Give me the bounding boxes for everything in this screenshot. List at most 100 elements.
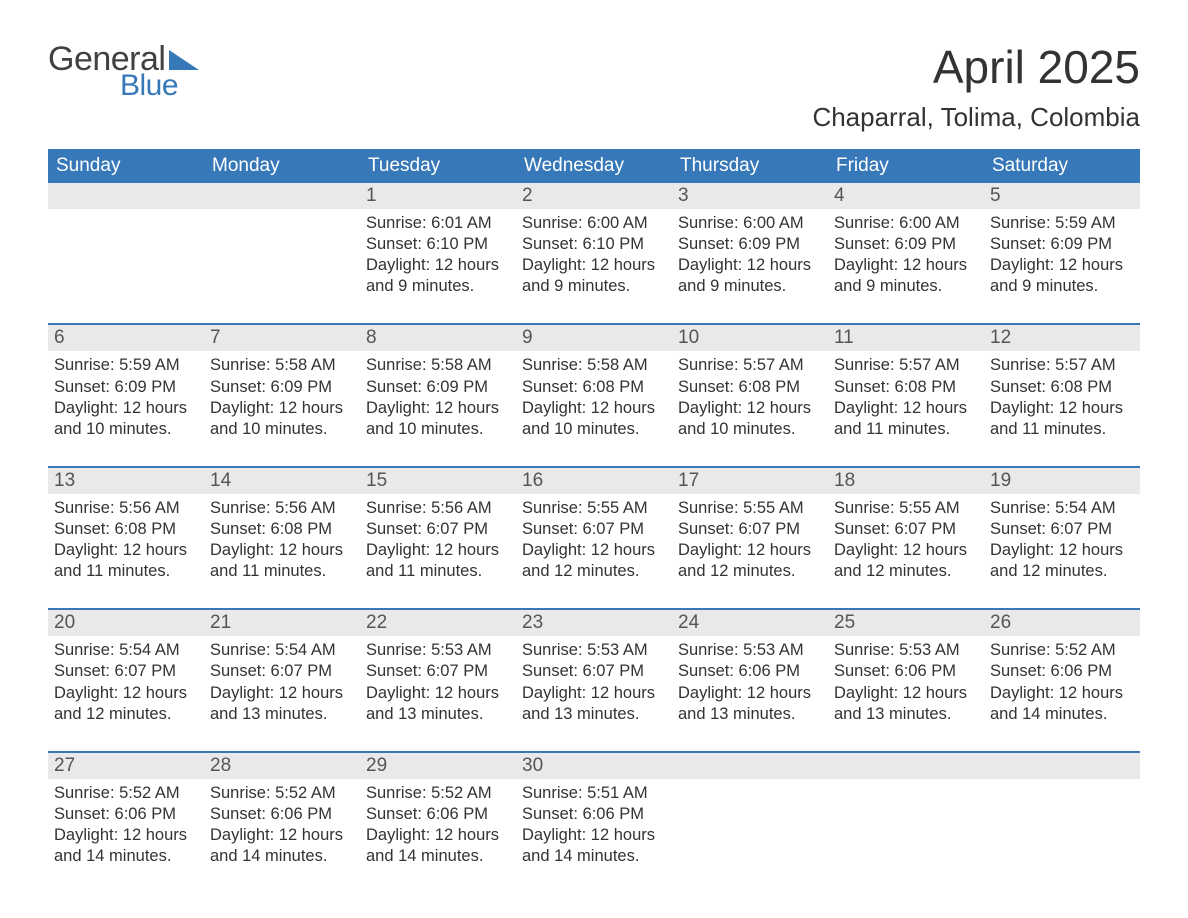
daylight-text: Daylight: 12 hours and 13 minutes. — [678, 683, 822, 725]
daylight-text: Daylight: 12 hours and 12 minutes. — [678, 540, 822, 582]
weekday-label: Thursday — [672, 149, 828, 183]
day-cell: Sunrise: 5:58 AMSunset: 6:08 PMDaylight:… — [516, 351, 672, 443]
sunset-text: Sunset: 6:07 PM — [210, 661, 354, 682]
day-cell: Sunrise: 5:55 AMSunset: 6:07 PMDaylight:… — [672, 494, 828, 586]
day-number: 17 — [672, 468, 828, 494]
day-cell: Sunrise: 5:53 AMSunset: 6:06 PMDaylight:… — [672, 636, 828, 728]
day-number: 11 — [828, 325, 984, 351]
sunrise-text: Sunrise: 5:57 AM — [990, 355, 1134, 376]
day-cell: Sunrise: 5:54 AMSunset: 6:07 PMDaylight:… — [204, 636, 360, 728]
weekday-label: Friday — [828, 149, 984, 183]
day-cell: Sunrise: 5:56 AMSunset: 6:08 PMDaylight:… — [204, 494, 360, 586]
sunrise-text: Sunrise: 6:00 AM — [678, 213, 822, 234]
daylight-text: Daylight: 12 hours and 11 minutes. — [54, 540, 198, 582]
sunrise-text: Sunrise: 5:53 AM — [678, 640, 822, 661]
sunrise-text: Sunrise: 5:57 AM — [834, 355, 978, 376]
day-cell: Sunrise: 5:58 AMSunset: 6:09 PMDaylight:… — [360, 351, 516, 443]
day-cell: Sunrise: 5:57 AMSunset: 6:08 PMDaylight:… — [672, 351, 828, 443]
daylight-text: Daylight: 12 hours and 14 minutes. — [54, 825, 198, 867]
day-number: 16 — [516, 468, 672, 494]
daylight-text: Daylight: 12 hours and 12 minutes. — [990, 540, 1134, 582]
daylight-text: Daylight: 12 hours and 11 minutes. — [366, 540, 510, 582]
sunrise-text: Sunrise: 6:01 AM — [366, 213, 510, 234]
sunset-text: Sunset: 6:09 PM — [834, 234, 978, 255]
daylight-text: Daylight: 12 hours and 14 minutes. — [990, 683, 1134, 725]
day-cell: Sunrise: 5:58 AMSunset: 6:09 PMDaylight:… — [204, 351, 360, 443]
day-number: 25 — [828, 610, 984, 636]
daylight-text: Daylight: 12 hours and 11 minutes. — [834, 398, 978, 440]
day-cell: Sunrise: 5:54 AMSunset: 6:07 PMDaylight:… — [48, 636, 204, 728]
sunrise-text: Sunrise: 5:56 AM — [54, 498, 198, 519]
daylight-text: Daylight: 12 hours and 13 minutes. — [210, 683, 354, 725]
daylight-text: Daylight: 12 hours and 13 minutes. — [834, 683, 978, 725]
day-cell: Sunrise: 5:54 AMSunset: 6:07 PMDaylight:… — [984, 494, 1140, 586]
sunrise-text: Sunrise: 5:58 AM — [210, 355, 354, 376]
daylight-text: Daylight: 12 hours and 14 minutes. — [522, 825, 666, 867]
sunrise-text: Sunrise: 5:57 AM — [678, 355, 822, 376]
weeks-container: 12345 Sunrise: 6:01 AMSunset: 6:10 PM Dayl… — [48, 183, 1140, 871]
weekday-label: Monday — [204, 149, 360, 183]
sunrise-text: Sunrise: 5:59 AM — [990, 213, 1134, 234]
logo-word-blue: Blue — [120, 69, 178, 103]
sunset-text: Sunset: 6:08 PM — [990, 377, 1134, 398]
day-number: 20 — [48, 610, 204, 636]
sunset-text: Sunset: 6:10 PM — [366, 234, 510, 255]
calendar: Sunday Monday Tuesday Wednesday Thursday… — [48, 149, 1140, 871]
day-cell: Sunrise: 5:52 AMSunset: 6:06 PMDaylight:… — [984, 636, 1140, 728]
sunset-text: Sunset: 6:09 PM — [990, 234, 1134, 255]
sunset-text: Sunset: 6:09 PM — [366, 377, 510, 398]
day-cell: Sunrise: 5:57 AMSunset: 6:08 PMDaylight:… — [984, 351, 1140, 443]
month-title: April 2025 — [812, 40, 1140, 94]
day-cell: Sunrise: 5:51 AMSunset: 6:06 PMDaylight:… — [516, 779, 672, 871]
sunset-text: Sunset: 6:06 PM — [678, 661, 822, 682]
sunset-text: Sunset: 6:07 PM — [522, 519, 666, 540]
sunset-text: Sunset: 6:08 PM — [54, 519, 198, 540]
sunrise-text: Sunrise: 5:53 AM — [366, 640, 510, 661]
day-number: 1 — [360, 183, 516, 209]
sunset-text: Sunset: 6:06 PM — [522, 804, 666, 825]
sunset-text: Sunset: 6:06 PM — [366, 804, 510, 825]
sunrise-text: Sunrise: 5:53 AM — [834, 640, 978, 661]
day-number: 7 — [204, 325, 360, 351]
sunrise-text: Sunrise: 5:55 AM — [522, 498, 666, 519]
weekday-label: Wednesday — [516, 149, 672, 183]
sunset-text: Sunset: 6:08 PM — [834, 377, 978, 398]
day-number: 6 — [48, 325, 204, 351]
daylight-text: Daylight: 12 hours and 13 minutes. — [366, 683, 510, 725]
day-number — [204, 183, 360, 209]
sunrise-text: Sunrise: 5:52 AM — [366, 783, 510, 804]
daylight-text: Daylight: 12 hours and 12 minutes. — [834, 540, 978, 582]
day-cell: Sunrise: 6:00 AMSunset: 6:10 PMDaylight:… — [516, 209, 672, 301]
daynum-row: 13141516171819 — [48, 468, 1140, 494]
daynum-row: 27282930 — [48, 753, 1140, 779]
sunrise-text: Sunrise: 6:00 AM — [834, 213, 978, 234]
weekday-label: Tuesday — [360, 149, 516, 183]
sunrise-text: Sunrise: 5:55 AM — [678, 498, 822, 519]
sunset-text: Sunset: 6:07 PM — [834, 519, 978, 540]
day-cell: Sunrise: 5:53 AMSunset: 6:07 PMDaylight:… — [360, 636, 516, 728]
day-number: 9 — [516, 325, 672, 351]
daylight-text: Daylight: 12 hours and 14 minutes. — [210, 825, 354, 867]
daynum-row: 12345 — [48, 183, 1140, 209]
sunrise-text: Sunrise: 5:52 AM — [990, 640, 1134, 661]
daylight-text: Daylight: 12 hours and 13 minutes. — [522, 683, 666, 725]
day-number: 4 — [828, 183, 984, 209]
sunrise-text: Sunrise: 5:53 AM — [522, 640, 666, 661]
sunset-text: Sunset: 6:06 PM — [834, 661, 978, 682]
sunrise-text: Sunrise: 5:58 AM — [366, 355, 510, 376]
sunset-text: Sunset: 6:07 PM — [366, 519, 510, 540]
weekday-label: Sunday — [48, 149, 204, 183]
week-row: 13141516171819Sunrise: 5:56 AMSunset: 6:… — [48, 466, 1140, 586]
day-number: 2 — [516, 183, 672, 209]
daylight-text: Daylight: 12 hours and 10 minutes. — [678, 398, 822, 440]
day-number: 3 — [672, 183, 828, 209]
day-cell: Sunrise: 6:00 AMSunset: 6:09 PMDaylight:… — [828, 209, 984, 301]
daylight-text: Daylight: 12 hours and 9 minutes. — [522, 255, 666, 297]
day-cell: Sunrise: 5:52 AMSunset: 6:06 PMDaylight:… — [48, 779, 204, 871]
daylight-text: Daylight: 12 hours and 11 minutes. — [210, 540, 354, 582]
day-number: 29 — [360, 753, 516, 779]
sunrise-text: Sunrise: 5:59 AM — [54, 355, 198, 376]
day-number: 14 — [204, 468, 360, 494]
week-row: 20212223242526Sunrise: 5:54 AMSunset: 6:… — [48, 608, 1140, 728]
day-cell — [204, 209, 360, 301]
